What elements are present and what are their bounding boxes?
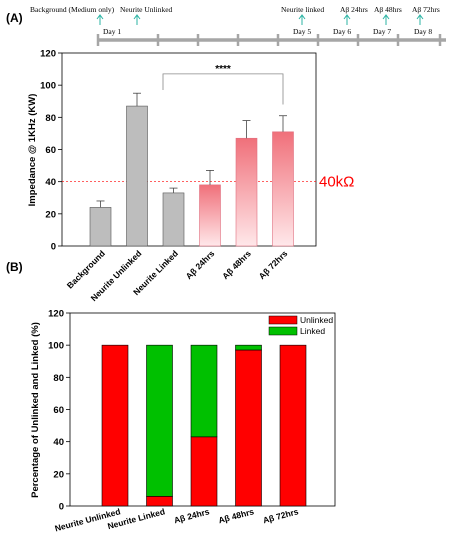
chart-b-bars <box>101 344 307 507</box>
threshold-label: 40kΩ <box>319 174 354 191</box>
chart-b-ylabel: Percentage of Unlinked and Linked (%) <box>30 322 41 498</box>
bar <box>235 137 258 247</box>
chart-b: 0 20 40 60 80 100 120 Percentage of Unlinked a… <box>30 309 336 533</box>
bar-segment-linked <box>235 344 262 351</box>
timeline-label-abeta-48: Aβ 48hrs <box>374 5 402 14</box>
panel-b-label: (B) <box>6 260 23 274</box>
chart-a: 0 20 40 60 80 100 120 Impedance @ 1KHz (KW) 40… <box>27 49 354 304</box>
chart-b-legend: Unlinked Linked <box>268 315 333 336</box>
panel-a-label: (A) <box>6 11 23 25</box>
timeline-label-neurite-unlinked: Neurite Unlinked <box>120 5 173 14</box>
y-tick-label: 80 <box>53 373 64 384</box>
timeline-label-abeta-24: Aβ 24hrs <box>340 5 368 14</box>
x-tick-label: Aβ 48hrs <box>217 506 255 525</box>
day-label: Day 7 <box>373 27 391 36</box>
timeline-arrow <box>416 14 424 25</box>
x-tick-label: Aβ 72hrs <box>257 248 290 281</box>
chart-b-y-axis: 0 20 40 60 80 100 120 <box>48 309 70 513</box>
bar-segment-unlinked <box>235 349 262 507</box>
day-label: Day 5 <box>293 27 311 36</box>
timeline-arrow <box>298 14 306 25</box>
timeline-day-labels: Day 1 Day 5 Day 6 Day 7 Day 8 <box>103 27 432 36</box>
timeline-arrow <box>133 14 141 25</box>
legend-label-unlinked: Unlinked <box>300 315 333 325</box>
bar-segment-unlinked <box>101 344 129 507</box>
day-label: Day 8 <box>414 27 432 36</box>
bar <box>162 192 185 247</box>
x-tick-label: Aβ 24hrs <box>173 506 211 525</box>
y-tick-label: 60 <box>53 405 64 416</box>
bar <box>89 207 112 247</box>
legend-swatch-linked <box>268 326 298 336</box>
timeline-top-labels: Background (Medium only) Neurite Unlinke… <box>30 5 440 14</box>
chart-a-y-axis: 0 20 40 60 80 100 120 <box>40 49 62 253</box>
y-tick-label: 60 <box>45 145 56 156</box>
bar-segment-linked <box>190 344 218 438</box>
timeline-label-abeta-72: Aβ 72hrs <box>412 5 440 14</box>
significance-bracket: **** <box>162 64 284 105</box>
y-tick-label: 100 <box>40 81 56 92</box>
timeline-label-neurite-linked: Neurite linked <box>281 5 324 14</box>
day-label: Day 1 <box>103 27 121 36</box>
bar <box>199 184 221 247</box>
y-tick-label: 0 <box>51 242 56 253</box>
timeline-arrows <box>96 14 424 25</box>
timeline-ticks <box>96 34 442 46</box>
timeline-arrow <box>343 14 351 25</box>
y-tick-label: 20 <box>45 209 56 220</box>
timeline: Background (Medium only) Neurite Unlinke… <box>30 5 446 46</box>
y-tick-label: 20 <box>53 469 64 480</box>
significance-stars: **** <box>215 64 231 75</box>
y-tick-label: 80 <box>45 113 56 124</box>
x-tick-label: Aβ 48hrs <box>220 248 253 281</box>
chart-a-bars <box>89 92 294 247</box>
x-tick-label: Aβ 72hrs <box>262 506 300 525</box>
bar-segment-unlinked <box>190 436 218 507</box>
y-tick-label: 40 <box>45 177 56 188</box>
x-tick-label: Aβ 24hrs <box>184 248 217 281</box>
day-label: Day 6 <box>333 27 351 36</box>
y-tick-label: 0 <box>59 502 64 513</box>
y-tick-label: 120 <box>48 309 64 320</box>
y-tick-label: 40 <box>53 437 64 448</box>
bar <box>126 105 148 247</box>
y-tick-label: 100 <box>48 341 64 352</box>
significance-line <box>162 73 284 105</box>
y-tick-label: 120 <box>40 49 56 60</box>
legend-label-linked: Linked <box>300 326 325 336</box>
timeline-label-background: Background (Medium only) <box>30 5 115 14</box>
timeline-arrow <box>382 14 390 25</box>
chart-a-ylabel: Impedance @ 1KHz (KW) <box>27 94 38 207</box>
bar <box>272 131 294 247</box>
bar-segment-linked <box>146 344 173 497</box>
legend-swatch-unlinked <box>268 315 298 325</box>
bar-segment-unlinked <box>146 496 173 507</box>
bar-segment-unlinked <box>279 344 307 507</box>
timeline-arrow <box>96 14 104 25</box>
